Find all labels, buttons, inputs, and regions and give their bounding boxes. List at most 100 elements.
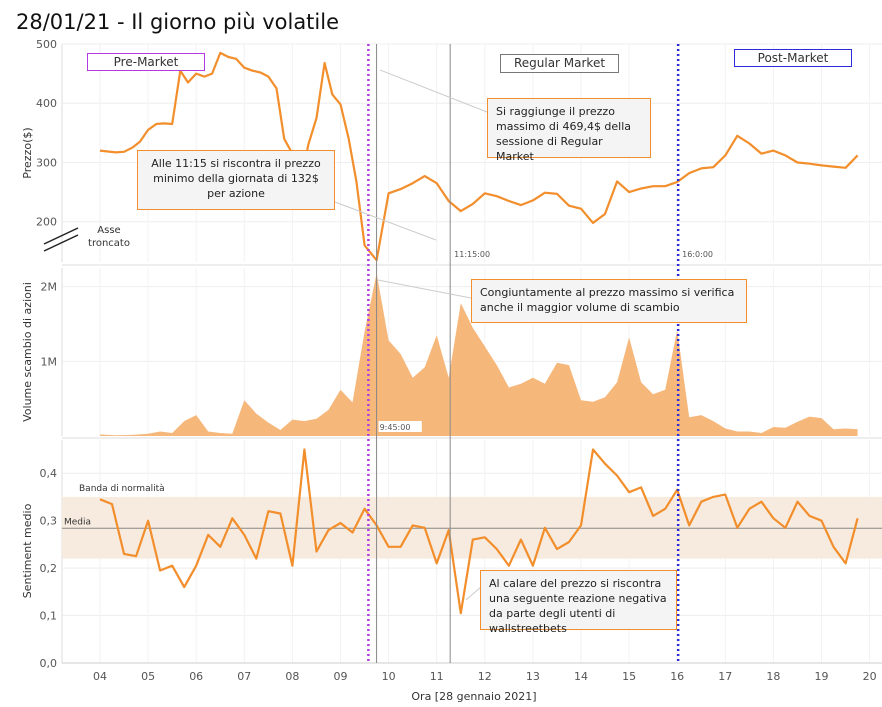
price-point xyxy=(268,76,270,78)
price-point xyxy=(845,167,847,169)
volume-point xyxy=(400,353,402,355)
close-time-label: 16:0:00 xyxy=(682,250,713,259)
volume-point xyxy=(316,418,318,420)
sentiment-point xyxy=(268,510,270,512)
x-tick-label: 06 xyxy=(189,670,203,683)
price-point xyxy=(749,143,751,145)
price-point xyxy=(652,185,654,187)
volume-point xyxy=(460,302,462,304)
volume-point xyxy=(713,420,715,422)
annotation-sentiment: Al calare del prezzo si riscontra una se… xyxy=(480,570,677,635)
volume-point xyxy=(857,429,859,431)
volume-point xyxy=(568,364,570,366)
y-tick-label: 1M xyxy=(41,355,58,368)
volume-point xyxy=(183,420,185,422)
truncated-axis-label-2: troncato xyxy=(88,238,130,249)
volume-point xyxy=(652,393,654,395)
y-tick-label: 0,2 xyxy=(40,562,58,575)
volume-point xyxy=(809,416,811,418)
sentiment-point xyxy=(532,565,534,567)
price-point xyxy=(220,52,222,54)
volume-point xyxy=(508,387,510,389)
volume-point xyxy=(195,414,197,416)
x-tick-label: 10 xyxy=(382,670,396,683)
x-tick-label: 14 xyxy=(574,670,588,683)
volume-point xyxy=(304,420,306,422)
price-point xyxy=(308,144,310,146)
sentiment-point xyxy=(797,501,799,503)
sentiment-point xyxy=(556,548,558,550)
volume-point xyxy=(352,402,354,404)
annotation-max-volume: Congiuntamente al prezzo massimo si veri… xyxy=(471,279,747,323)
volume-point xyxy=(749,431,751,433)
volume-point xyxy=(268,422,270,424)
sentiment-point xyxy=(147,520,149,522)
volume-point xyxy=(364,331,366,333)
volume-point xyxy=(207,431,209,433)
price-point xyxy=(460,210,462,212)
y-tick-label: 0,1 xyxy=(40,610,58,623)
price-point xyxy=(556,193,558,195)
price-point xyxy=(283,138,285,140)
volume-point xyxy=(773,426,775,428)
sentiment-point xyxy=(640,487,642,489)
sentiment-point xyxy=(833,546,835,548)
price-point xyxy=(857,155,859,157)
price-point xyxy=(436,182,438,184)
volume-point xyxy=(340,389,342,391)
price-point xyxy=(235,58,237,60)
volume-point xyxy=(737,431,739,433)
x-tick-label: 07 xyxy=(237,670,251,683)
price-point xyxy=(131,147,133,149)
truncated-axis-label: Asse xyxy=(97,225,120,236)
volume-point xyxy=(244,399,246,401)
sentiment-line xyxy=(99,448,859,615)
x-tick-label: 11 xyxy=(430,670,444,683)
price-point xyxy=(139,141,141,143)
sentiment-point xyxy=(496,548,498,550)
volume-point xyxy=(484,346,486,348)
volume-point xyxy=(147,433,149,435)
price-point xyxy=(640,188,642,190)
price-point xyxy=(676,181,678,183)
volume-point xyxy=(496,364,498,366)
price-point xyxy=(412,182,414,184)
sentiment-point xyxy=(580,525,582,527)
sentiment-point xyxy=(520,539,522,541)
sentiment-point xyxy=(857,518,859,520)
price-point xyxy=(332,94,334,96)
sentiment-point xyxy=(664,508,666,510)
axis-break-mark xyxy=(43,234,79,252)
volume-point xyxy=(845,428,847,430)
x-tick-label: 19 xyxy=(815,670,829,683)
price-point xyxy=(123,151,125,153)
sentiment-point xyxy=(171,565,173,567)
price-point xyxy=(508,200,510,202)
sentiment-point xyxy=(364,508,366,510)
price-point xyxy=(163,123,165,125)
y-tick-label: 200 xyxy=(36,216,57,229)
price-point xyxy=(115,152,117,154)
x-tick-label: 18 xyxy=(766,670,780,683)
sentiment-point xyxy=(652,515,654,517)
connector-min xyxy=(334,201,437,241)
sentiment-point xyxy=(99,499,101,501)
sentiment-point xyxy=(195,565,197,567)
price-point xyxy=(276,88,278,90)
price-point xyxy=(99,150,101,152)
sentiment-point xyxy=(159,570,161,572)
sentiment-point xyxy=(785,527,787,529)
sentiment-point xyxy=(448,529,450,531)
sentiment-point xyxy=(484,537,486,539)
volume-point xyxy=(761,432,763,434)
x-axis-label: Ora [28 gennaio 2021] xyxy=(411,690,536,703)
annotation-min-price: Alle 11:15 si riscontra il prezzo minimo… xyxy=(137,150,335,210)
price-point xyxy=(701,168,703,170)
price-point xyxy=(833,166,835,168)
y-tick-label: 300 xyxy=(36,156,57,169)
sentiment-point xyxy=(604,463,606,465)
price-point xyxy=(496,195,498,197)
sentiment-point xyxy=(244,534,246,536)
sentiment-point xyxy=(280,513,282,515)
sentiment-point xyxy=(207,534,209,536)
